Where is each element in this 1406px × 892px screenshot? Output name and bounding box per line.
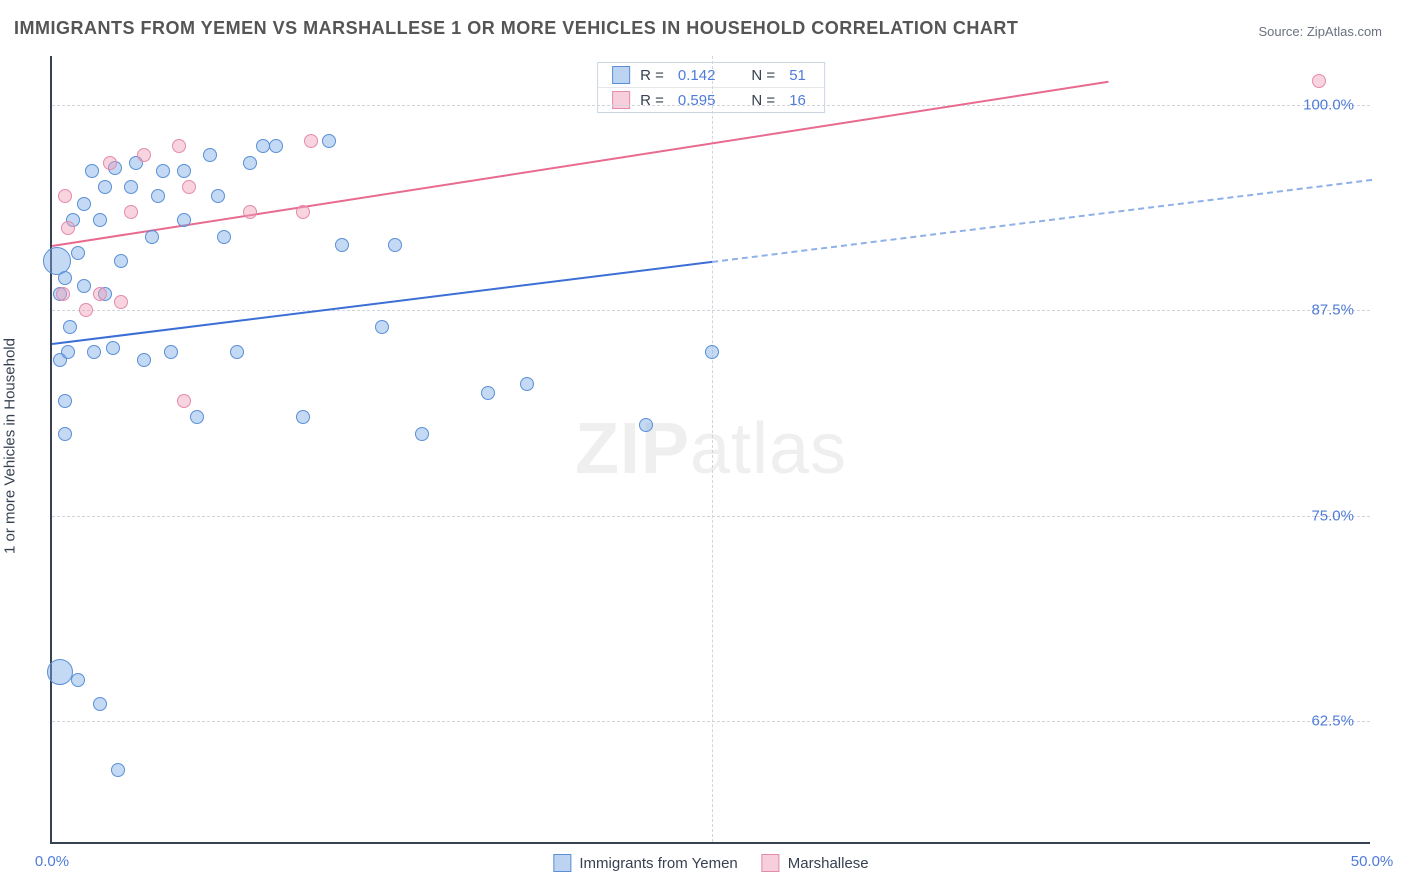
data-point (217, 230, 231, 244)
data-point (106, 341, 120, 355)
legend-swatch (612, 66, 630, 84)
plot-area: ZIPatlas R =0.142N =51R =0.595N =16 Immi… (50, 56, 1370, 844)
data-point (230, 345, 244, 359)
y-tick-label: 100.0% (1303, 97, 1354, 114)
chart-title: IMMIGRANTS FROM YEMEN VS MARSHALLESE 1 O… (14, 18, 1018, 39)
x-tick-label: 50.0% (1351, 853, 1394, 870)
source-label: Source: ZipAtlas.com (1258, 24, 1382, 39)
data-point (296, 205, 310, 219)
data-point (58, 271, 72, 285)
data-point (93, 213, 107, 227)
data-point (103, 156, 117, 170)
data-point (145, 230, 159, 244)
data-point (639, 418, 653, 432)
data-point (182, 180, 196, 194)
data-point (93, 287, 107, 301)
data-point (388, 238, 402, 252)
data-point (177, 394, 191, 408)
data-point (243, 156, 257, 170)
data-point (124, 180, 138, 194)
data-point (151, 189, 165, 203)
data-point (296, 410, 310, 424)
data-point (114, 254, 128, 268)
legend-n-label: N = (751, 67, 775, 84)
data-point (58, 189, 72, 203)
gridline-h (52, 105, 1370, 106)
data-point (211, 189, 225, 203)
legend-row: R = 0.142 N = 51 (598, 63, 824, 87)
legend-swatch (553, 854, 571, 872)
data-point (137, 148, 151, 162)
y-axis-label: 1 or more Vehicles in Household (2, 338, 19, 554)
data-point (61, 345, 75, 359)
data-point (77, 197, 91, 211)
trend-line (712, 179, 1372, 263)
legend-swatch (612, 91, 630, 109)
legend-row: R =0.595N =16 (598, 87, 824, 112)
data-point (481, 386, 495, 400)
legend-item: Immigrants from Yemen (553, 854, 737, 872)
series-legend: Immigrants from Yemen Marshallese (553, 854, 868, 872)
data-point (77, 279, 91, 293)
data-point (93, 697, 107, 711)
data-point (156, 164, 170, 178)
data-point (520, 377, 534, 391)
data-point (705, 345, 719, 359)
gridline-v (712, 56, 713, 842)
data-point (304, 134, 318, 148)
data-point (375, 320, 389, 334)
gridline-h (52, 310, 1370, 311)
legend-item: Marshallese (762, 854, 869, 872)
data-point (79, 303, 93, 317)
data-point (63, 320, 77, 334)
y-tick-label: 75.0% (1311, 507, 1354, 524)
legend-r-value: 0.142 (678, 67, 716, 84)
data-point (137, 353, 151, 367)
data-point (85, 164, 99, 178)
data-point (114, 295, 128, 309)
data-point (98, 180, 112, 194)
data-point (269, 139, 283, 153)
legend-swatch (762, 854, 780, 872)
data-point (203, 148, 217, 162)
data-point (415, 427, 429, 441)
data-point (172, 139, 186, 153)
x-tick-label: 0.0% (35, 853, 69, 870)
data-point (87, 345, 101, 359)
y-tick-label: 62.5% (1311, 712, 1354, 729)
data-point (177, 213, 191, 227)
data-point (335, 238, 349, 252)
legend-n-value: 51 (789, 67, 806, 84)
legend-label: Marshallese (788, 855, 869, 872)
data-point (56, 287, 70, 301)
gridline-h (52, 516, 1370, 517)
y-tick-label: 87.5% (1311, 302, 1354, 319)
data-point (71, 673, 85, 687)
data-point (71, 246, 85, 260)
data-point (111, 763, 125, 777)
data-point (190, 410, 204, 424)
legend-label: Immigrants from Yemen (579, 855, 737, 872)
data-point (47, 659, 73, 685)
data-point (164, 345, 178, 359)
data-point (58, 394, 72, 408)
data-point (61, 221, 75, 235)
data-point (243, 205, 257, 219)
watermark: ZIPatlas (575, 408, 847, 490)
data-point (256, 139, 270, 153)
gridline-h (52, 721, 1370, 722)
data-point (1312, 74, 1326, 88)
data-point (124, 205, 138, 219)
legend-r-label: R = (640, 67, 664, 84)
data-point (177, 164, 191, 178)
data-point (322, 134, 336, 148)
data-point (58, 427, 72, 441)
